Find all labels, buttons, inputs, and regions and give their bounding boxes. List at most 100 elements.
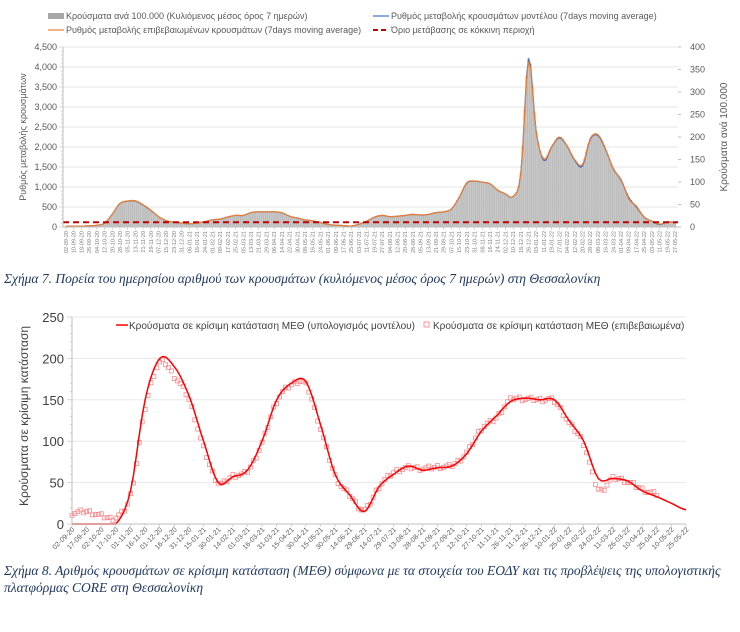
observed-marker	[174, 378, 180, 384]
bar	[581, 163, 584, 228]
bar	[608, 159, 611, 228]
bar	[616, 174, 619, 228]
legend-swatch-bars	[48, 13, 64, 19]
bar	[404, 215, 407, 228]
bar	[540, 156, 544, 228]
bar	[151, 211, 154, 228]
x-tick-label: 24-11-21	[496, 231, 502, 253]
observed-marker	[177, 381, 183, 386]
bar	[639, 212, 642, 228]
bar	[427, 214, 430, 228]
x-tick-label: 05-11-20	[126, 231, 132, 253]
x-tick-label: 15-12-20	[164, 231, 170, 253]
x-tick-label: 21-11-20	[141, 231, 147, 253]
x-tick-label: 04-10-20	[95, 231, 101, 253]
bar	[236, 215, 239, 228]
y2-tick-label: 50	[690, 200, 700, 210]
x-tick-label: 17-02-21	[226, 231, 232, 253]
bar	[604, 149, 607, 228]
x-tick-label: 23-10-21	[465, 231, 471, 253]
observed-marker	[104, 515, 110, 521]
observed-marker	[101, 515, 107, 521]
bar	[140, 203, 143, 228]
figure-7-caption: Σχήμα 7. Πορεία του ημερησίου αριθμού τω…	[4, 271, 601, 286]
x-tick-label: 19-01-22	[550, 231, 556, 253]
bar	[593, 134, 596, 228]
y-tick-label: 150	[42, 393, 64, 408]
y2-tick-label: 300	[690, 87, 705, 97]
bar	[621, 184, 625, 228]
x-tick-label: 17-06-21	[342, 231, 348, 253]
bar	[221, 218, 224, 228]
bar	[589, 139, 592, 228]
x-tick-label: 16-11-21	[488, 231, 494, 253]
x-tick-label: 28-02-22	[588, 231, 594, 253]
observed-marker	[81, 510, 87, 516]
x-tick-label: 01-04-22	[619, 231, 625, 253]
y-tick-label: 200	[42, 351, 64, 366]
x-tick-label: 03-01-22	[534, 231, 540, 253]
bar	[143, 206, 147, 228]
bar	[116, 205, 120, 228]
bar	[633, 204, 636, 228]
observed-marker	[341, 486, 347, 491]
y2-tick-label: 100	[690, 177, 705, 187]
bar	[257, 211, 260, 228]
x-tick-label: 20-08-21	[403, 231, 409, 253]
model-line	[72, 355, 687, 525]
legend-label-model: Κρούσματα σε κρίσιμη κατάσταση ΜΕΘ (υπολ…	[129, 320, 415, 332]
bar	[120, 202, 123, 228]
observed-marker	[628, 480, 633, 485]
bar	[500, 191, 503, 228]
figure-8-caption: Σχήμα 8. Αριθμός κρουσμάτων σε κρίσιμη κ…	[4, 563, 721, 595]
bar	[240, 215, 243, 228]
bar	[562, 140, 565, 228]
observed-marker	[461, 454, 467, 460]
bar	[533, 111, 536, 228]
bar	[544, 158, 547, 228]
x-tick-label: 13-09-21	[426, 231, 432, 253]
bar	[602, 145, 605, 228]
bar	[637, 209, 640, 228]
bar	[305, 219, 308, 228]
bar	[115, 208, 118, 228]
x-tick-label: 08-03-22	[596, 231, 602, 253]
observed-marker	[283, 384, 288, 390]
x-tick-label: 22-04-21	[288, 231, 294, 253]
x-tick-label: 07-12-20	[157, 231, 163, 253]
observed-marker	[438, 466, 443, 472]
x-tick-label: 02-09-20	[64, 231, 70, 253]
bar	[575, 162, 578, 228]
bar	[440, 211, 443, 228]
observed-marker	[169, 368, 174, 374]
bar	[433, 212, 436, 228]
observed-marker	[98, 511, 104, 517]
y-tick-label: 0	[57, 517, 64, 532]
x-tick-label: 07-10-21	[449, 231, 455, 253]
x-tick-label: 01-06-21	[326, 231, 332, 253]
confirmed-line	[66, 61, 676, 227]
x-tick-label: 05-09-21	[419, 231, 425, 253]
x-tick-label: 09-06-21	[334, 231, 340, 253]
bar	[631, 202, 634, 228]
x-tick-label: 13-11-20	[133, 231, 139, 253]
bar	[567, 149, 571, 228]
observed-marker	[578, 434, 584, 439]
x-tick-label: 24-05-21	[318, 231, 324, 253]
legend-label-confirmed: Ρυθμός μεταβολής επιβεβαιωμένων κρουσμάτ…	[66, 25, 361, 35]
x-tick-label: 24-01-21	[203, 231, 209, 253]
observed-marker	[595, 486, 601, 492]
bar	[122, 201, 125, 228]
observed-marker	[160, 357, 165, 362]
bar	[381, 215, 384, 228]
observed-marker	[619, 475, 625, 481]
bar	[618, 176, 621, 228]
observed-marker	[90, 512, 95, 518]
x-tick-label: 11-07-21	[365, 231, 371, 253]
bar	[460, 193, 463, 228]
x-tick-label: 25-02-21	[234, 231, 240, 253]
x-tick-label: 21-09-21	[434, 231, 440, 253]
bar	[479, 181, 482, 228]
observed-marker	[651, 489, 657, 494]
bar	[446, 210, 449, 228]
